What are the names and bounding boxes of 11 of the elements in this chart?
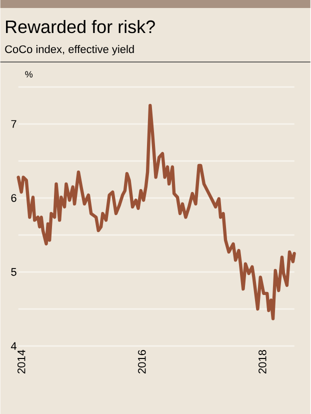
line-series [16, 104, 296, 320]
y-tick-label: 5 [11, 268, 16, 276]
y-tick-label: 6 [11, 194, 16, 202]
x-tick-label: 2014 [18, 350, 26, 374]
y-tick-label: 7 [11, 120, 16, 128]
chart-title: Rewarded for risk? [6, 20, 156, 34]
chart-subtitle: CoCo index, effective yield [5, 45, 134, 56]
y-tick-label: 4 [11, 342, 17, 350]
y-axis-title: % [25, 71, 33, 78]
x-tick-label: 2018 [258, 350, 266, 374]
x-tick-label: 2016 [138, 350, 146, 374]
